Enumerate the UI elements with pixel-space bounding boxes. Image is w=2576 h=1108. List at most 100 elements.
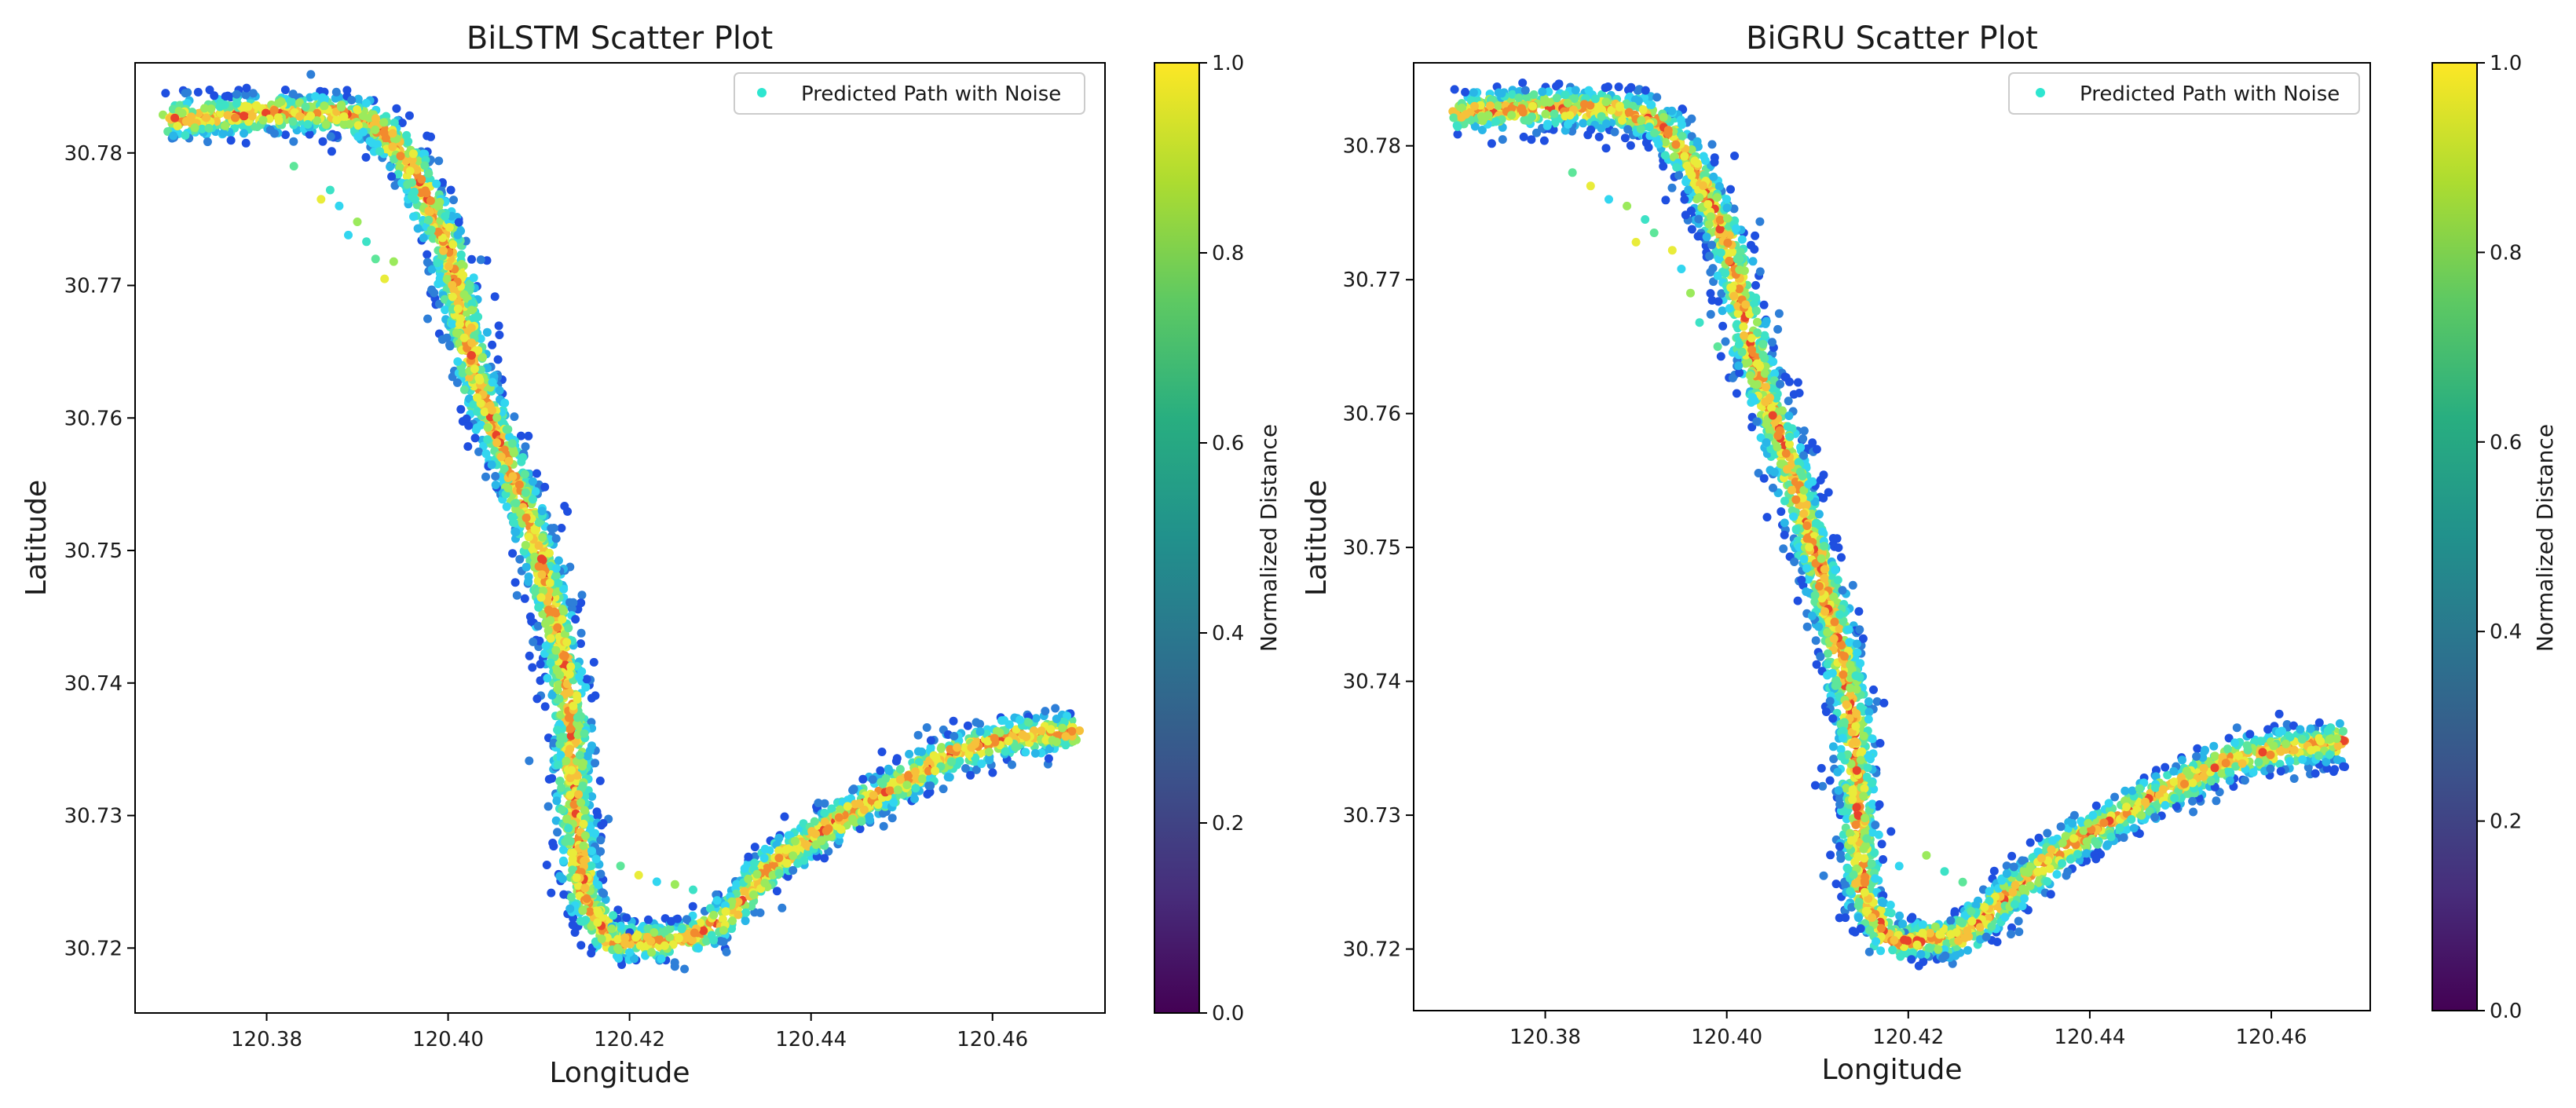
data-point [568,865,577,875]
data-point [404,111,414,120]
data-point [990,733,999,743]
data-point [749,890,759,899]
data-point [226,136,236,145]
data-point [559,606,569,616]
data-point [190,123,199,133]
x-tick-label: 120.46 [957,1028,1028,1051]
data-point [573,881,583,890]
data-point [276,97,286,106]
data-point [454,218,463,227]
colorbar-label: Normalized Distance [1256,424,1282,652]
data-point [551,571,561,580]
data-point [312,116,321,125]
data-point [878,779,887,788]
data-point [353,94,363,104]
data-point [1779,544,1788,554]
data-point [565,904,575,913]
data-point [488,406,497,415]
data-point [741,908,751,917]
data-point [536,660,545,669]
data-point [983,737,993,746]
data-point [578,762,587,771]
data-point [1713,271,1722,280]
data-point [544,774,554,784]
data-point [495,331,504,339]
data-point [441,212,450,221]
data-point [232,99,241,108]
data-point [459,290,469,299]
data-point [1739,322,1748,331]
data-point [427,265,437,274]
data-point [530,525,540,535]
data-point [306,112,315,120]
data-point [1754,469,1763,477]
data-point [409,212,418,221]
data-point [780,812,789,821]
data-point [574,790,584,799]
data-point [444,261,453,271]
data-point [427,285,437,294]
data-point [589,657,598,667]
data-point [782,859,792,868]
y-tick-label: 30.77 [64,275,123,298]
x-axis-ticks: 120.38 120.40 120.42 120.44 120.46 [231,1013,1028,1051]
data-point [1774,309,1784,318]
data-point [1015,715,1025,725]
data-point [511,499,521,508]
data-point [534,603,543,612]
stray-point [325,185,335,195]
data-point [448,240,458,249]
data-point [917,747,926,756]
data-point [953,743,962,752]
data-point [247,112,257,121]
data-point [524,431,533,441]
data-point [521,540,530,550]
data-point [613,934,623,944]
data-point [459,385,469,394]
data-point [503,484,513,492]
data-point [2230,738,2240,748]
data-point [774,846,784,855]
data-point [2063,867,2073,876]
data-point [488,378,497,387]
data-point [194,108,203,118]
data-point [353,105,362,114]
data-point [524,532,533,542]
data-point [884,764,893,773]
data-point [2014,916,2023,926]
data-point [525,651,534,660]
data-point [565,724,575,733]
data-point [187,112,196,122]
data-point [470,433,480,443]
data-point [836,805,845,814]
data-point [545,548,554,558]
colorbar-tick-label: 1.0 [1212,52,1244,75]
data-point [2335,719,2344,728]
data-point [1818,781,1828,791]
data-point [566,662,576,671]
data-point [556,710,565,719]
data-point [482,327,492,337]
data-point [1030,748,1040,758]
data-point [455,320,464,329]
data-point [424,215,434,225]
data-point [561,837,570,847]
data-point [543,626,553,635]
data-point [2014,927,2024,937]
data-point [1836,744,1846,754]
data-point [1061,740,1070,750]
data-point [943,773,953,782]
data-point [521,442,530,452]
data-point [633,931,642,940]
data-point [503,425,513,434]
data-point [1067,726,1077,736]
data-point [288,90,298,99]
data-point [481,449,491,459]
data-point [922,723,931,732]
data-point [576,639,585,649]
data-point [379,128,389,137]
data-point [557,524,566,532]
plot-background [1414,63,2370,1011]
data-point [835,836,843,846]
